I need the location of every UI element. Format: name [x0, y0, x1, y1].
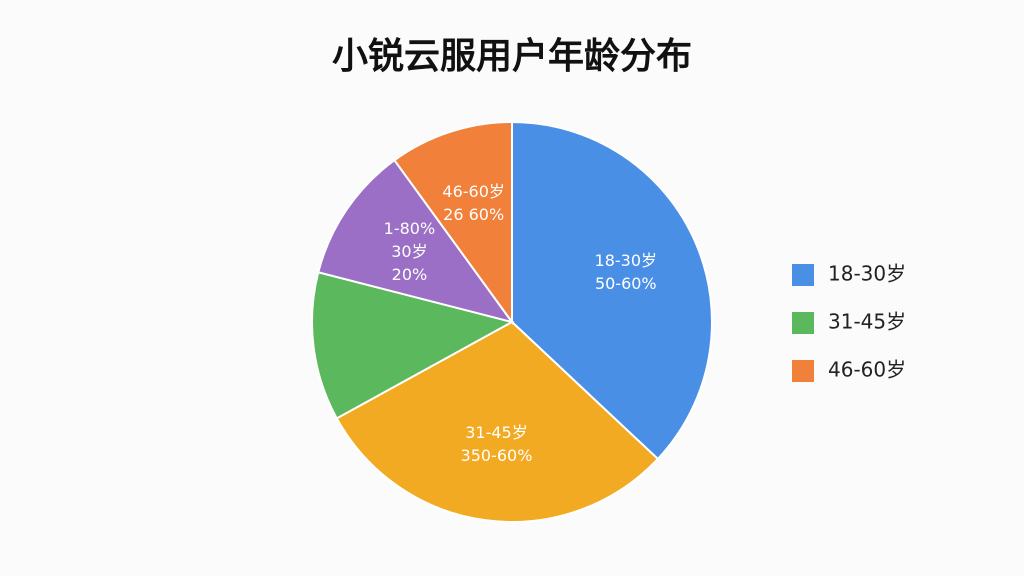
slice-label: 46-60岁: [442, 182, 505, 201]
legend-swatch: [792, 264, 814, 286]
legend-swatch: [792, 360, 814, 382]
slice-label: 18-30岁: [595, 251, 658, 270]
chart-title: 小锐云服用户年龄分布: [332, 36, 692, 77]
pie-slice: [511, 120, 713, 461]
legend-label: 46-60岁: [828, 358, 906, 382]
slice-label: 26 60%: [443, 205, 504, 224]
pie-slice: [335, 320, 660, 523]
slice-label: 1-80%: [384, 219, 436, 238]
slice-label: 31-45岁: [465, 423, 528, 442]
slice-label: 50-60%: [595, 274, 657, 293]
legend-swatch: [792, 312, 814, 334]
slice-label: 30岁: [391, 242, 427, 261]
slice-label: 20%: [392, 265, 428, 284]
pie-slice: [317, 158, 515, 324]
pie-slice: [393, 120, 513, 326]
legend-label: 18-30岁: [828, 262, 906, 286]
legend-label: 31-45岁: [828, 310, 906, 334]
pie-slice: [311, 271, 515, 420]
slice-label: 350-60%: [461, 446, 533, 465]
